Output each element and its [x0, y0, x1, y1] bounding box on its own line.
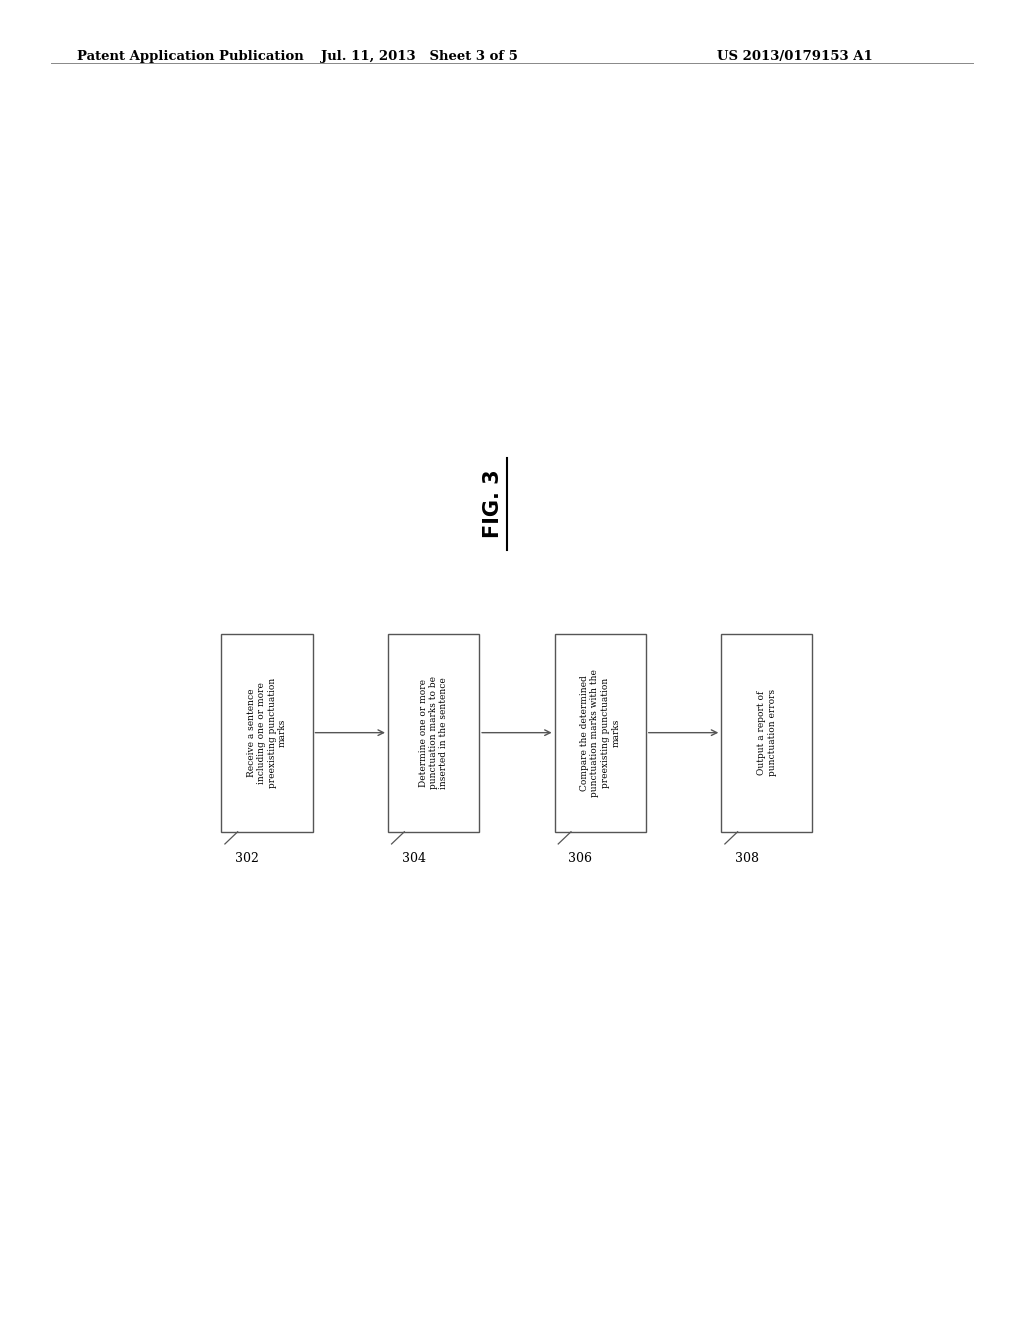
Text: Jul. 11, 2013   Sheet 3 of 5: Jul. 11, 2013 Sheet 3 of 5 [322, 50, 518, 63]
Text: 308: 308 [735, 853, 759, 865]
Text: FIG. 3: FIG. 3 [483, 470, 503, 539]
Text: Patent Application Publication: Patent Application Publication [77, 50, 303, 63]
Text: Determine one or more
punctuation marks to be
inserted in the sentence: Determine one or more punctuation marks … [419, 676, 449, 789]
Text: Receive a sentence
including one or more
preexisting punctuation
marks: Receive a sentence including one or more… [247, 677, 287, 788]
Bar [721, 634, 812, 832]
Text: 304: 304 [401, 853, 426, 865]
Text: US 2013/0179153 A1: US 2013/0179153 A1 [717, 50, 872, 63]
Text: 306: 306 [568, 853, 592, 865]
Bar [555, 634, 646, 832]
Bar [388, 634, 479, 832]
Text: Compare the determined
punctuation marks with the
preexisting punctuation
marks: Compare the determined punctuation marks… [580, 669, 621, 796]
Text: 302: 302 [234, 853, 259, 865]
Bar [221, 634, 312, 832]
Text: Output a report of
punctuation errors: Output a report of punctuation errors [757, 689, 776, 776]
